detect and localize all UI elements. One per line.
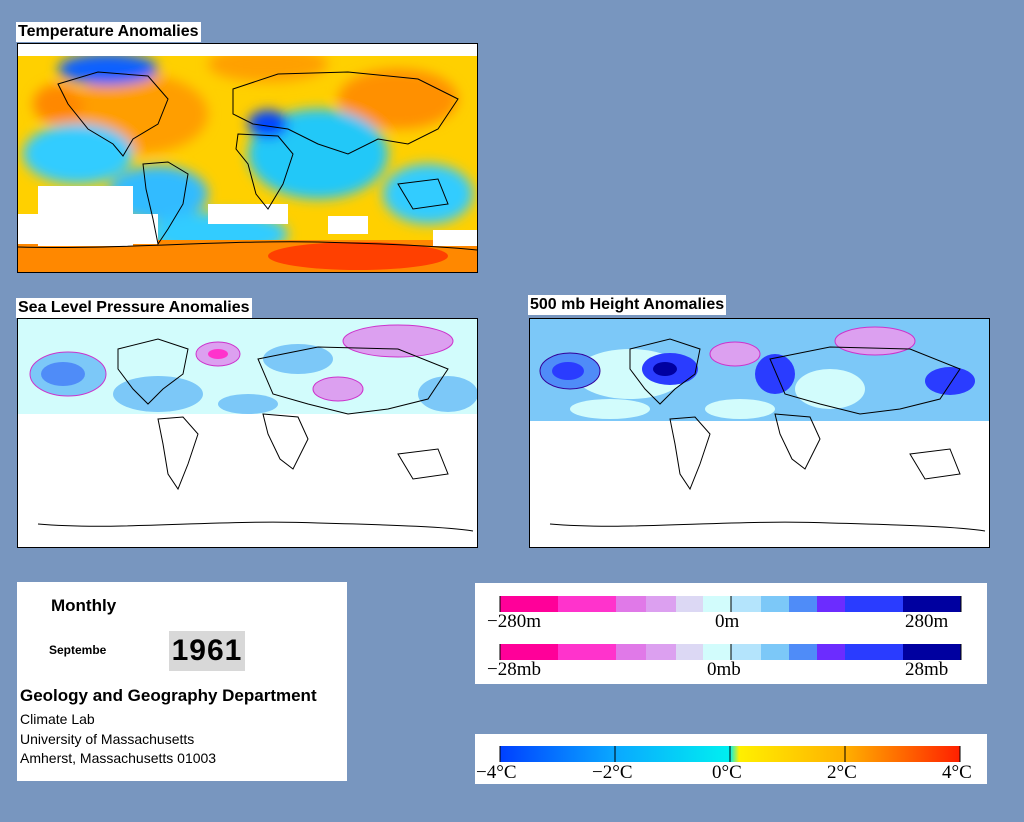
temperature-map-title: Temperature Anomalies (16, 22, 201, 42)
temperature-label-zero: 0°C (712, 762, 742, 783)
temperature-label-neg2: −2°C (592, 762, 633, 783)
height-pressure-legend: −280m 0m 280m −28mb 0mb 28mb (475, 583, 987, 684)
pressure-map-title: Sea Level Pressure Anomalies (16, 298, 252, 318)
pressure-zero-label: 0mb (707, 659, 741, 680)
temperature-label-max: 4°C (942, 762, 972, 783)
height-anomaly-map (529, 318, 990, 548)
pressure-min-label: −28mb (487, 659, 541, 680)
pressure-max-label: 28mb (905, 659, 949, 680)
sea-level-pressure-map (17, 318, 478, 548)
height-min-label: −280m (487, 611, 541, 632)
height-colorbar (499, 596, 962, 612)
address-line: Amherst, Massachusetts 01003 (20, 750, 217, 766)
height-map-title: 500 mb Height Anomalies (528, 295, 727, 315)
pressure-colorbar (499, 644, 962, 660)
temperature-legend: −4°C −2°C 0°C 2°C 4°C (475, 734, 987, 784)
year-display: 1961 (169, 631, 245, 671)
height-max-label: 280m (905, 611, 949, 632)
period-label: Monthly (51, 596, 117, 615)
height-zero-label: 0m (715, 611, 740, 632)
info-panel: Monthly Septembe 1961 Geology and Geogra… (17, 582, 347, 781)
temperature-label-pos2: 2°C (827, 762, 857, 783)
department-name: Geology and Geography Department (20, 686, 317, 705)
temperature-label-min: −4°C (476, 762, 517, 783)
lab-name: Climate Lab (20, 711, 95, 727)
university-name: University of Massachusetts (20, 731, 195, 747)
temperature-anomaly-map (17, 43, 478, 273)
month-label: Septembe (49, 643, 107, 657)
